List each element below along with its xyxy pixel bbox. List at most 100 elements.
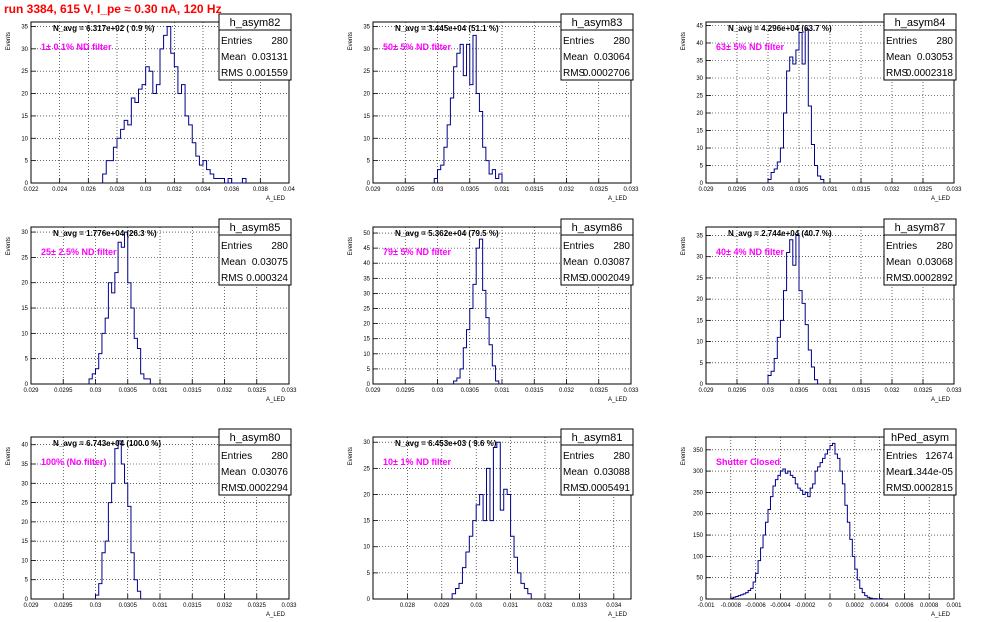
x-tick-label: -0.0002 (795, 603, 816, 609)
stats-label-rms: RMS (886, 68, 909, 79)
y-tick-label: 40 (21, 443, 28, 449)
y-tick-label: 35 (21, 24, 28, 30)
stats-histogram-name: h_asym84 (895, 17, 946, 29)
y-tick-label: 30 (363, 291, 370, 297)
y-tick-label: 15 (21, 539, 28, 545)
y-tick-label: 25 (363, 307, 370, 313)
stats-value-mean: 0.03064 (594, 52, 631, 63)
x-tick-label: 0.029 (365, 388, 381, 394)
y-axis-label: Events (681, 447, 687, 465)
navg-annotation: N_avg = 4.296e+04 (63.7 %) (728, 24, 832, 33)
x-tick-label: 0.031 (822, 187, 838, 193)
x-tick-label: 0.029 (23, 603, 39, 609)
stats-label-rms: RMS (886, 273, 909, 284)
y-tick-label: 5 (25, 357, 29, 363)
histogram-series (730, 442, 883, 600)
x-tick-label: 0.031 (152, 603, 168, 609)
y-tick-label: 5 (700, 361, 704, 367)
y-tick-label: 25 (363, 69, 370, 75)
stats-value-rms: 0.0002318 (906, 68, 954, 79)
filter-annotation: 10± 1% ND filter (383, 457, 451, 467)
stats-label-rms: RMS (221, 483, 244, 494)
stats-value-entries: 280 (271, 36, 288, 47)
histogram-series (453, 238, 500, 384)
stats-label-entries: Entries (886, 241, 917, 252)
x-tick-label: 0 (828, 603, 832, 609)
x-tick-label: 0.032 (217, 388, 233, 394)
filter-annotation: 79± 5% ND filter (383, 247, 451, 257)
x-tick-label: 0.031 (503, 603, 519, 609)
stats-value-rms: 0.0002294 (241, 483, 289, 494)
stats-label-rms: RMS (886, 483, 909, 494)
stats-label-mean: Mean (221, 257, 246, 268)
histogram-panel: 0.029 0.0295 0.03 0.0305 0.031 0.0315 0.032 0.0… (348, 218, 639, 403)
y-tick-label: 200 (693, 512, 704, 518)
x-tick-label: 0.0305 (461, 187, 480, 193)
x-tick-label: 0.032 (537, 603, 553, 609)
y-tick-label: 100 (693, 554, 704, 560)
stats-label-entries: Entries (221, 36, 252, 47)
y-tick-label: 15 (363, 337, 370, 343)
x-axis-label: A_LED (931, 397, 951, 403)
y-tick-label: 0 (700, 382, 704, 388)
x-tick-label: 0.033 (281, 603, 297, 609)
x-tick-label: 0.029 (23, 388, 39, 394)
stats-label-mean: Mean (563, 467, 588, 478)
y-tick-label: 30 (363, 47, 370, 53)
x-tick-label: 0.029 (698, 388, 714, 394)
x-tick-label: 0.032 (167, 187, 183, 193)
y-tick-label: 0 (25, 181, 29, 187)
stats-label-rms: RMS (221, 273, 244, 284)
stats-label-entries: Entries (886, 36, 917, 47)
y-tick-label: 25 (21, 69, 28, 75)
y-tick-label: 25 (363, 466, 370, 472)
x-tick-label: 0.0295 (728, 388, 747, 394)
stats-value-mean: 0.03075 (252, 257, 289, 268)
x-tick-label: 0.0295 (728, 187, 747, 193)
x-tick-label: 0.03 (762, 388, 774, 394)
y-axis-label: Events (6, 237, 12, 255)
stats-label-rms: RMS (221, 68, 244, 79)
y-tick-label: 35 (363, 276, 370, 282)
y-tick-label: 50 (363, 231, 370, 237)
x-tick-label: -0.0004 (770, 603, 791, 609)
x-tick-label: 0.031 (494, 388, 510, 394)
stats-value-entries: 280 (271, 451, 288, 462)
stats-value-mean: 0.03076 (252, 467, 289, 478)
x-axis-label: A_LED (931, 196, 951, 202)
x-tick-label: 0.03 (432, 187, 444, 193)
histogram-panel: 0.028 0.029 0.03 0.031 0.032 0.033 0.034 0 5 10 15… (348, 428, 634, 618)
x-tick-label: 0.03 (432, 388, 444, 394)
x-tick-label: 0.031 (822, 388, 838, 394)
x-tick-label: 0.028 (400, 603, 416, 609)
stats-label-mean: Mean (886, 467, 911, 478)
x-tick-label: 0.03 (762, 187, 774, 193)
stats-value-rms: 0.0002892 (906, 273, 954, 284)
stats-box (218, 428, 292, 496)
histogram-panel: 0.029 0.0295 0.03 0.0305 0.031 0.0315 0.032 0.0… (681, 13, 962, 202)
y-tick-label: 10 (696, 146, 703, 152)
y-tick-label: 30 (21, 47, 28, 53)
stats-value-rms: 0.0002815 (906, 483, 954, 494)
x-tick-label: 0.036 (224, 187, 240, 193)
filter-annotation: 40± 4% ND filter (716, 247, 784, 257)
y-tick-label: 30 (21, 481, 28, 487)
x-tick-label: 0.0325 (248, 388, 267, 394)
x-tick-label: 0.0295 (396, 388, 415, 394)
stats-value-mean: 0.03088 (594, 467, 631, 478)
y-tick-label: 250 (693, 490, 704, 496)
y-tick-label: 15 (363, 519, 370, 525)
y-tick-label: 0 (25, 382, 29, 388)
stats-label-entries: Entries (563, 451, 594, 462)
x-tick-label: 0.0325 (248, 603, 267, 609)
y-tick-label: 15 (363, 114, 370, 120)
stats-label-rms: RMS (563, 68, 586, 79)
x-tick-label: 0.04 (283, 187, 295, 193)
x-tick-label: 0.0315 (525, 187, 544, 193)
navg-annotation: N_avg = 5.362e+04 (79.5 %) (395, 229, 499, 238)
y-tick-label: 350 (693, 448, 704, 454)
histogram-panel: 0.022 0.024 0.026 0.028 0.03 0.032 0.034 0.036 0… (6, 13, 295, 202)
y-tick-label: 25 (21, 501, 28, 507)
run-title: run 3384, 615 V, I_pe ≈ 0.30 nA, 120 Hz (4, 2, 222, 16)
x-axis-label: A_LED (608, 612, 628, 618)
